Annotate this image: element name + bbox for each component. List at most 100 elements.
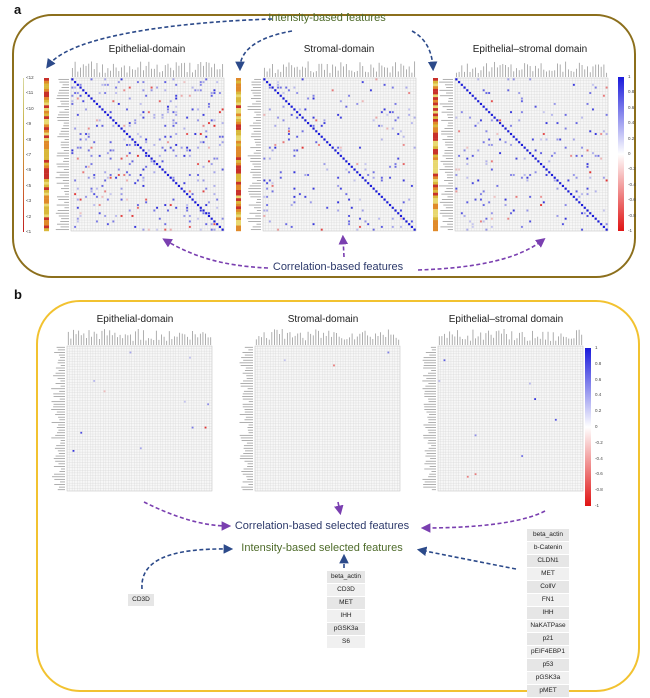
correlation-cell	[115, 86, 118, 89]
correlation-cell	[386, 113, 389, 116]
diagonal-cell	[564, 187, 567, 190]
intensity-strip-cell	[433, 181, 438, 185]
intensity-strip-cell	[236, 209, 241, 213]
correlation-cell	[93, 174, 96, 176]
diagonal-cell	[408, 223, 411, 226]
correlation-cell	[359, 225, 361, 228]
diagonal-cell	[95, 102, 99, 106]
correlation-cell	[104, 179, 107, 182]
correlation-cell	[520, 100, 523, 103]
correlation-cell	[285, 223, 288, 226]
diagonal-cell	[594, 217, 597, 220]
correlation-cell	[323, 119, 326, 122]
correlation-cell	[477, 122, 480, 125]
intensity-strip-cell	[44, 80, 49, 84]
diagonal-cell	[413, 228, 416, 231]
correlation-cell	[529, 174, 532, 176]
correlation-cell	[529, 78, 532, 81]
diagonal-cell	[312, 127, 315, 130]
correlation-cell	[337, 201, 340, 204]
diagonal-cell	[301, 116, 304, 119]
correlation-cell	[98, 212, 101, 215]
diagonal-cell	[531, 154, 534, 157]
correlation-cell	[139, 113, 142, 116]
correlation-cell	[205, 135, 208, 138]
correlation-cell	[221, 122, 224, 125]
correlation-cell	[158, 138, 161, 141]
diagonal-cell	[556, 179, 559, 182]
diagonal-cell	[512, 135, 515, 138]
feature-item: MET	[527, 568, 569, 581]
correlation-cell	[521, 455, 524, 457]
intensity-strip-cell	[433, 179, 438, 183]
correlation-cell	[87, 176, 90, 179]
intensity-strip-cell	[236, 88, 241, 92]
correlation-cell	[167, 141, 169, 144]
correlation-cell	[542, 133, 545, 135]
diagonal-cell	[567, 190, 570, 193]
correlation-cell	[268, 179, 271, 182]
correlation-cell	[145, 154, 148, 157]
arrow-intensity-to-epithelial	[46, 18, 273, 69]
correlation-cell	[216, 81, 219, 84]
correlation-cell	[213, 157, 216, 160]
diagonal-cell	[106, 113, 109, 116]
feature-item: S6	[327, 636, 365, 649]
correlation-cell	[586, 149, 589, 152]
correlation-cell	[534, 105, 537, 108]
diagonal-cell	[402, 217, 405, 220]
correlation-cell	[391, 225, 394, 228]
correlation-cell	[205, 187, 208, 190]
intensity-strip-cell	[44, 143, 49, 147]
correlation-cell	[71, 149, 74, 152]
correlation-cell	[540, 204, 543, 207]
correlation-cell	[150, 86, 153, 89]
intensity-strip-cell	[433, 168, 438, 172]
correlation-cell	[301, 130, 304, 133]
correlation-cell	[581, 193, 584, 196]
correlation-cell	[510, 124, 512, 127]
correlation-cell	[74, 86, 77, 89]
diagonal-cell	[575, 198, 578, 201]
correlation-cell	[128, 86, 131, 89]
correlation-cell	[169, 204, 172, 207]
correlation-cell	[128, 124, 131, 127]
correlation-cell	[572, 174, 575, 176]
correlation-cell	[175, 122, 178, 125]
feature-item: pGSK3a	[527, 672, 569, 685]
diagonal-cell	[518, 141, 521, 144]
diagonal-cell	[529, 152, 532, 155]
correlation-cell	[175, 111, 178, 114]
correlation-cell	[79, 94, 82, 97]
diagonal-cell	[347, 162, 351, 166]
correlation-cell	[402, 179, 405, 182]
correlation-cell	[353, 179, 356, 182]
diagonal-cell	[271, 86, 274, 89]
correlation-cell	[161, 113, 164, 116]
diagonal-cell	[545, 168, 548, 171]
correlation-cell	[548, 160, 551, 163]
intensity-strip-cell	[44, 78, 49, 81]
correlation-cell	[128, 209, 131, 212]
diagonal-cell	[136, 143, 140, 147]
correlation-cell	[474, 434, 477, 437]
correlation-cell	[471, 154, 474, 157]
correlation-cell	[189, 356, 191, 359]
correlation-cell	[202, 141, 205, 144]
correlation-cell	[463, 149, 466, 152]
correlation-cell	[210, 163, 213, 166]
correlation-cell	[469, 116, 471, 119]
correlation-cell	[496, 184, 499, 187]
correlation-cell	[493, 195, 496, 198]
correlation-cell	[605, 179, 608, 182]
intensity-strip-cell	[44, 113, 49, 117]
diagonal-cell	[474, 97, 477, 100]
matrix-title-b-epithelial-stromal: Epithelial–stromal domain	[448, 314, 564, 325]
correlation-cell	[210, 223, 213, 226]
correlation-cell	[183, 154, 186, 157]
correlation-cell	[199, 133, 202, 135]
correlation-cell	[156, 206, 159, 209]
correlation-cell	[142, 168, 145, 171]
intensity-strip-cell	[44, 214, 49, 218]
correlation-cell	[76, 92, 79, 94]
